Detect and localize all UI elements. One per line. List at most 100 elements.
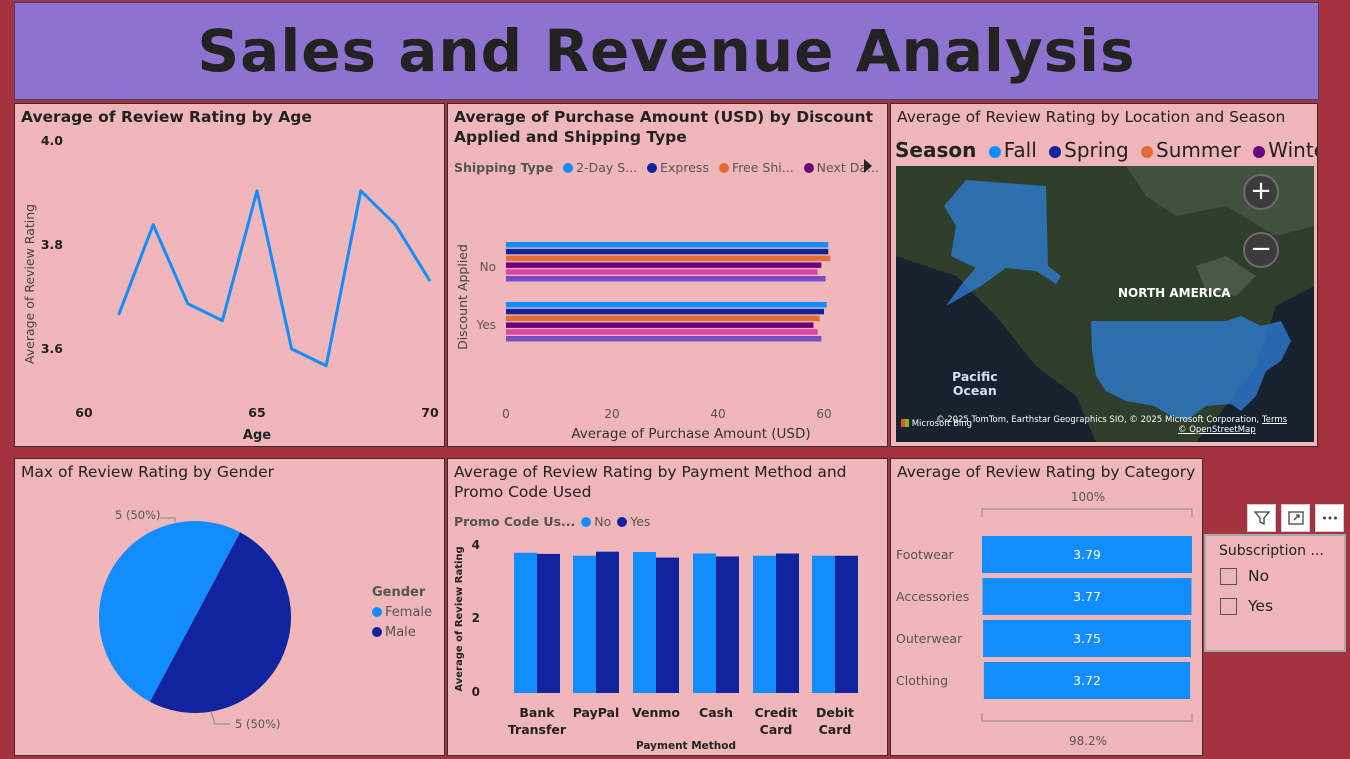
top-bracket	[981, 508, 1193, 517]
legend-item-free-shipping[interactable]: Free Shi...	[713, 160, 794, 175]
legend-item-no[interactable]: No	[579, 514, 611, 529]
pie-slice-female[interactable]	[99, 521, 241, 702]
category-no: No	[480, 260, 496, 274]
y-tick-0: 0	[472, 685, 480, 699]
x-axis-label: Average of Purchase Amount (USD)	[571, 426, 810, 442]
gender-chart-title: Max of Review Rating by Gender	[21, 463, 275, 481]
legend-item-female[interactable]: Female	[372, 605, 432, 620]
payment-bar-yes[interactable]	[776, 553, 799, 693]
legend-item-summer[interactable]: Summer	[1135, 138, 1241, 162]
discount-bar[interactable]	[506, 276, 826, 282]
discount-bar[interactable]	[506, 336, 822, 342]
payment-category-label: Venmo	[632, 705, 680, 720]
category-bar[interactable]	[982, 536, 1192, 573]
payment-bar-yes[interactable]	[596, 551, 619, 693]
age-data-point[interactable]	[288, 345, 296, 353]
discount-bar[interactable]	[506, 248, 829, 255]
shipping-legend: Shipping Type 2-Day S... Express Free Sh…	[454, 160, 879, 175]
age-line-chart: 4.0 3.8 3.6 Average of Review Rating 60 …	[22, 133, 439, 443]
payment-bar-yes[interactable]	[716, 556, 739, 693]
discount-chart-panel[interactable]: Average of Purchase Amount (USD) by Disc…	[447, 103, 888, 447]
discount-bar[interactable]	[506, 308, 824, 315]
payment-bar-yes[interactable]	[537, 553, 560, 693]
payment-bar-no[interactable]	[753, 555, 776, 693]
payment-chart-panel[interactable]: Average of Review Rating by Payment Meth…	[447, 458, 888, 756]
payment-bar-yes[interactable]	[835, 555, 858, 693]
pie-slice-male[interactable]	[149, 532, 291, 713]
category-yes: Yes	[476, 318, 496, 332]
map-panel[interactable]: Average of Review Rating by Location and…	[890, 103, 1318, 447]
age-data-point[interactable]	[149, 221, 157, 229]
filter-button[interactable]	[1247, 504, 1276, 532]
x-axis-label: Age	[243, 428, 271, 443]
age-data-point[interactable]	[184, 300, 192, 308]
x-tick-65: 65	[248, 405, 265, 420]
legend-item-next-day[interactable]: Next Da...	[798, 160, 879, 175]
payment-bar-yes[interactable]	[656, 557, 679, 693]
promo-legend: Promo Code Us... No Yes	[454, 514, 650, 529]
focus-mode-button[interactable]	[1281, 504, 1310, 532]
y-tick-2: 2	[472, 611, 480, 625]
zoom-out-button[interactable]: −	[1243, 232, 1279, 268]
option-no-label[interactable]: No	[1248, 567, 1270, 585]
payment-title-line2: Promo Code Used	[454, 483, 592, 501]
payment-bar-no[interactable]	[812, 555, 835, 693]
zoom-in-button[interactable]: +	[1243, 174, 1279, 210]
legend-item-winter[interactable]: Winter	[1247, 138, 1317, 162]
discount-bar[interactable]	[506, 262, 822, 268]
discount-bar[interactable]	[506, 322, 814, 328]
filter-icon	[1253, 511, 1270, 526]
age-data-point[interactable]	[322, 362, 330, 370]
category-label: Clothing	[896, 673, 948, 688]
osm-link[interactable]: © OpenStreetMap	[1178, 425, 1256, 435]
age-rating-line[interactable]	[117, 189, 432, 368]
payment-bar-no[interactable]	[633, 552, 656, 693]
y-tick-bottom: 3.6	[41, 341, 63, 356]
category-chart-panel[interactable]: Average of Review Rating by Category 100…	[890, 458, 1203, 756]
age-chart-panel[interactable]: Average of Review Rating by Age 4.0 3.8 …	[14, 103, 445, 447]
subscription-slicer[interactable]: Subscription ... No Yes	[1204, 534, 1346, 652]
age-data-point[interactable]	[218, 317, 226, 325]
bottom-bracket	[981, 713, 1193, 722]
discount-bar[interactable]	[506, 302, 827, 308]
legend-item-fall[interactable]: Fall	[983, 138, 1037, 162]
more-options-button[interactable]	[1315, 504, 1344, 532]
age-data-point[interactable]	[391, 221, 399, 229]
map-attribution: © 2025 TomTom, Earthstar Geographics SIO…	[936, 415, 1260, 425]
category-bar[interactable]	[982, 578, 1192, 615]
bottom-percent-label: 98.2%	[1069, 734, 1107, 748]
legend-item-2day[interactable]: 2-Day S...	[557, 160, 637, 175]
payment-chart-title: Average of Review Rating by Payment Meth…	[454, 462, 847, 502]
discount-bar[interactable]	[506, 315, 820, 322]
discount-bar[interactable]	[506, 242, 829, 248]
category-bar[interactable]	[983, 620, 1191, 657]
payment-bar-no[interactable]	[573, 555, 596, 693]
legend-item-spring[interactable]: Spring	[1043, 138, 1129, 162]
payment-bar-no[interactable]	[693, 553, 716, 693]
map-canvas[interactable]: NORTH AMERICA Pacific Ocean + − © 2025 T…	[896, 166, 1314, 442]
category-bar-chart: 100% 98.2% 3.79 Footwear 3.77 Accessories 3.…	[896, 490, 1193, 748]
age-data-point[interactable]	[253, 187, 261, 195]
microsoft-logo-icon	[901, 419, 909, 427]
discount-bar[interactable]	[506, 329, 818, 335]
gender-chart-panel[interactable]: Max of Review Rating by Gender 5 (50%) 5…	[14, 458, 445, 756]
age-data-point[interactable]	[426, 277, 434, 285]
payment-bar-no[interactable]	[514, 552, 537, 693]
legend-next-arrow-icon[interactable]	[864, 159, 872, 173]
category-bar[interactable]	[983, 662, 1191, 699]
page-title: Sales and Revenue Analysis	[197, 17, 1136, 85]
y-tick-4: 4	[472, 538, 480, 552]
checkbox-no[interactable]	[1220, 568, 1237, 585]
checkbox-yes[interactable]	[1220, 598, 1237, 615]
map-terms-link[interactable]: Terms	[1262, 415, 1288, 425]
legend-item-express[interactable]: Express	[641, 160, 709, 175]
age-data-point[interactable]	[115, 311, 123, 319]
age-data-point[interactable]	[357, 187, 365, 195]
discount-bar[interactable]	[506, 269, 818, 275]
legend-item-yes[interactable]: Yes	[615, 514, 650, 529]
legend-item-male[interactable]: Male	[372, 625, 432, 640]
option-yes-label[interactable]: Yes	[1248, 597, 1274, 615]
discount-bar[interactable]	[506, 255, 831, 262]
x-tick-60: 60	[75, 405, 93, 420]
category-value-label: 3.79	[1073, 547, 1101, 562]
